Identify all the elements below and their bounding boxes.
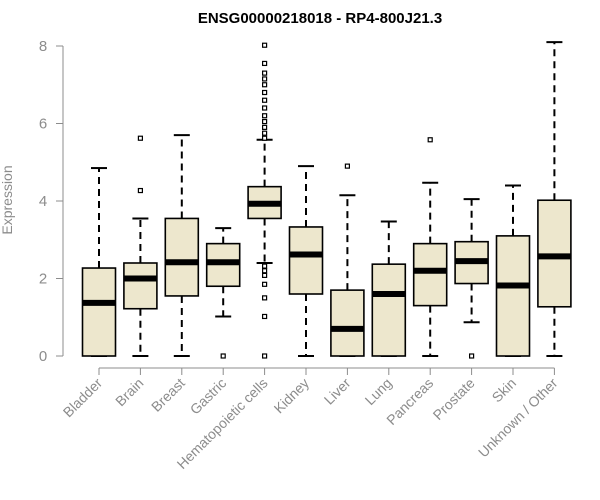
- outlier-point: [262, 295, 268, 301]
- outlier-point: [262, 82, 268, 88]
- outlier-point: [262, 118, 268, 125]
- box-group: [412, 137, 448, 357]
- x-tick-label: Breast: [148, 375, 188, 415]
- box-iqr: [371, 263, 407, 357]
- outlier-point: [262, 313, 268, 320]
- box-iqr: [412, 242, 448, 307]
- outlier-point: [262, 70, 268, 76]
- y-axis: 0 2 4 6 8: [39, 38, 64, 365]
- outlier-point: [262, 76, 268, 82]
- x-tick-label: Liver: [321, 375, 354, 408]
- outlier-point: [344, 163, 350, 169]
- outlier-point: [262, 124, 268, 130]
- outlier-point: [262, 135, 268, 141]
- outlier-point: [262, 353, 268, 359]
- outlier-point: [262, 263, 268, 269]
- x-tick-label: Brain: [112, 375, 146, 409]
- x-tick-label: Bladder: [60, 375, 106, 421]
- x-tick-label: Skin: [489, 375, 520, 406]
- outlier-point: [469, 353, 475, 359]
- box-group: [205, 227, 241, 359]
- outlier-point: [137, 187, 143, 194]
- outlier-point: [220, 353, 226, 359]
- y-tick-label: 2: [39, 271, 47, 288]
- outlier-point: [262, 97, 268, 103]
- outlier-point: [137, 135, 143, 141]
- outlier-point: [262, 42, 268, 48]
- box-series: [81, 41, 572, 359]
- x-tick-label: Kidney: [271, 375, 313, 417]
- box-iqr: [330, 289, 365, 357]
- y-axis-label: Expression: [0, 165, 15, 234]
- box-group: [537, 41, 572, 357]
- outlier-point: [427, 137, 433, 143]
- box-group: [454, 198, 489, 359]
- box-iqr: [288, 226, 324, 295]
- outlier-point: [262, 89, 268, 96]
- outlier-point: [262, 60, 268, 67]
- outlier-point: [262, 113, 268, 119]
- outlier-point: [262, 130, 268, 136]
- box-group: [247, 42, 282, 359]
- outlier-point: [262, 272, 268, 278]
- box-group: [288, 165, 324, 357]
- x-tick-label: Prostate: [430, 375, 478, 423]
- box-group: [123, 135, 158, 357]
- box-iqr: [123, 262, 158, 310]
- box-group: [371, 220, 407, 357]
- box-group: [330, 163, 365, 357]
- box-group: [495, 184, 531, 357]
- x-tick-label: Unknown / Other: [475, 375, 561, 461]
- box-group: [81, 167, 117, 357]
- box-iqr: [495, 235, 531, 357]
- box-group: [164, 134, 200, 357]
- y-tick-label: 4: [39, 193, 47, 210]
- outlier-point: [262, 268, 268, 274]
- box-iqr: [164, 217, 200, 297]
- x-tick-label: Lung: [362, 375, 395, 408]
- y-tick-label: 6: [39, 116, 47, 133]
- y-tick-label: 0: [39, 348, 47, 365]
- outlier-point: [262, 281, 268, 287]
- chart-title: ENSG00000218018 - RP4-800J21.3: [198, 10, 442, 27]
- box-iqr: [81, 267, 117, 357]
- y-tick-label: 8: [39, 38, 47, 55]
- outlier-point: [262, 105, 268, 111]
